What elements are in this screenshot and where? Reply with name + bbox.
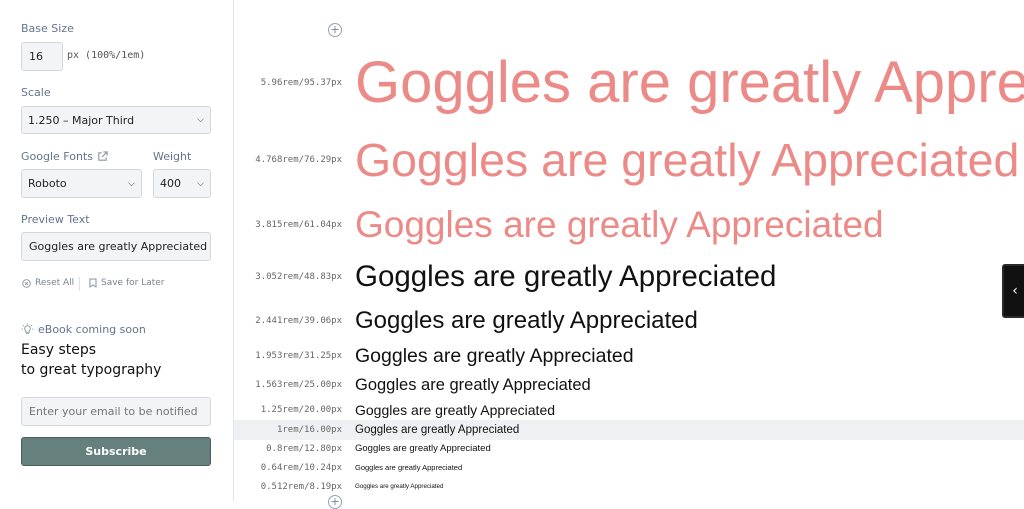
scale-label: Scale: [21, 86, 51, 99]
type-scale-sample-text: Goggles are greatly Appreciated: [355, 345, 634, 367]
subscribe-button[interactable]: Subscribe: [21, 437, 211, 466]
type-scale-size-label: 0.64rem/10.24px: [260, 462, 342, 473]
reset-all-label: Reset All: [35, 278, 75, 288]
type-scale-sample-text: Goggles are greatly Appreciated: [355, 463, 463, 472]
type-scale-size-label: 3.815rem/61.04px: [255, 220, 342, 230]
type-scale-row: 4.768rem/76.29px Goggles are greatly Appr…: [234, 130, 1024, 190]
chevron-down-icon: ⌵: [128, 178, 135, 189]
ebook-badge: eBook coming soon: [21, 323, 146, 336]
type-scale-size-label: 1.953rem/31.25px: [255, 351, 342, 361]
ebook-title-line-1: Easy steps: [21, 342, 97, 358]
type-scale-sample-text: Goggles are greatly Appreciated: [355, 443, 491, 454]
settings-sidebar: Base Size 16 px (100%/1em) Scale 1.250 –…: [0, 0, 234, 502]
base-size-unit: px (100%/1em): [67, 50, 146, 61]
type-scale-row: 5.96rem/95.37px Goggles are greatly Appre…: [234, 44, 1024, 122]
ebook-title: Easy steps to great typography: [21, 340, 161, 380]
scale-selected-value: 1.250 – Major Third: [28, 113, 135, 127]
font-family-select[interactable]: Roboto ⌵: [21, 169, 142, 198]
external-link-icon[interactable]: [97, 151, 108, 162]
type-scale-size-label: 3.052rem/48.83px: [255, 272, 342, 282]
type-scale-sample-text: Goggles are greatly Appreciated: [355, 424, 520, 436]
save-for-later-button[interactable]: Save for Later: [89, 278, 164, 288]
google-fonts-label: Google Fonts: [21, 150, 108, 163]
type-scale-sample-text: Goggles are greatly Appreciated: [355, 402, 556, 418]
preview-text-input[interactable]: Goggles are greatly Appreciated: [21, 232, 211, 261]
save-for-later-label: Save for Later: [101, 278, 165, 288]
chevron-left-icon: ‹: [1012, 283, 1018, 299]
ebook-badge-text: eBook coming soon: [38, 323, 146, 336]
email-input[interactable]: [21, 397, 211, 426]
add-step-below-icon[interactable]: +: [328, 495, 342, 509]
type-scale-row: 0.512rem/8.19px Goggles are greatly Appre…: [234, 480, 1024, 494]
type-scale-size-label: 2.441rem/39.06px: [255, 316, 342, 326]
type-scale-sample-text: Goggles are greatly Appreciated: [355, 376, 591, 394]
type-scale-size-label: 1rem/16.00px: [276, 425, 342, 435]
type-scale-size-label: 5.96rem/95.37px: [260, 78, 342, 88]
add-step-above-icon[interactable]: +: [328, 23, 342, 37]
type-scale-row: 1rem/16.00px Goggles are greatly Apprecia…: [234, 420, 1024, 440]
chevron-down-icon: ⌵: [197, 178, 204, 189]
type-scale-sample-text: Goggles are greatly Appreciated: [355, 483, 444, 490]
base-size-label: Base Size: [21, 22, 74, 35]
weight-selected-value: 400: [160, 177, 181, 190]
type-scale-row: 2.441rem/39.06px Goggles are greatly Appr…: [234, 304, 1024, 338]
type-scale-sample-text: Goggles are greatly Appreciated: [355, 260, 777, 293]
chevron-down-icon: ⌵: [197, 115, 204, 125]
type-scale-sample-text: Goggles are greatly Appreciated: [355, 50, 1024, 115]
type-scale-sample-text: Goggles are greatly Appreciated: [355, 307, 698, 334]
weight-label: Weight: [153, 150, 192, 163]
reset-all-button[interactable]: Reset All: [22, 278, 74, 288]
type-scale-size-label: 1.563rem/25.00px: [255, 380, 342, 390]
collapse-panel-handle[interactable]: ‹: [1002, 264, 1024, 318]
type-scale-row: 3.815rem/61.04px Goggles are greatly Appr…: [234, 200, 1024, 250]
font-family-selected-value: Roboto: [28, 177, 67, 190]
type-scale-row: 0.64rem/10.24px Goggles are greatly Appre…: [234, 460, 1024, 475]
type-scale-size-label: 0.512rem/8.19px: [260, 482, 342, 492]
base-size-input[interactable]: 16: [21, 42, 63, 71]
scale-select[interactable]: 1.250 – Major Third ⌵: [21, 106, 211, 134]
reset-icon: [22, 278, 31, 288]
type-scale-sample-text: Goggles are greatly Appreciated: [355, 134, 1020, 186]
google-fonts-label-text: Google Fonts: [21, 150, 93, 163]
lightbulb-icon: [21, 323, 34, 335]
type-scale-row: 0.8rem/12.80px Goggles are greatly Apprec…: [234, 441, 1024, 457]
type-scale-row: 3.052rem/48.83px Goggles are greatly Appr…: [234, 257, 1024, 297]
type-scale-row: 1.25rem/20.00px Goggles are greatly Appre…: [234, 400, 1024, 420]
actions-divider: [79, 277, 80, 291]
type-scale-sample-text: Goggles are greatly Appreciated: [355, 204, 884, 245]
bookmark-icon: [89, 278, 97, 288]
type-scale-size-label: 0.8rem/12.80px: [266, 444, 342, 454]
type-scale-row: 1.563rem/25.00px Goggles are greatly Appr…: [234, 372, 1024, 398]
weight-select[interactable]: 400 ⌵: [153, 169, 211, 198]
type-scale-size-label: 1.25rem/20.00px: [260, 405, 342, 415]
type-scale-row: 1.953rem/31.25px Goggles are greatly Appr…: [234, 342, 1024, 370]
ebook-title-line-2: to great typography: [21, 362, 162, 378]
type-scale-size-label: 4.768rem/76.29px: [255, 155, 342, 165]
preview-text-label: Preview Text: [21, 213, 90, 226]
